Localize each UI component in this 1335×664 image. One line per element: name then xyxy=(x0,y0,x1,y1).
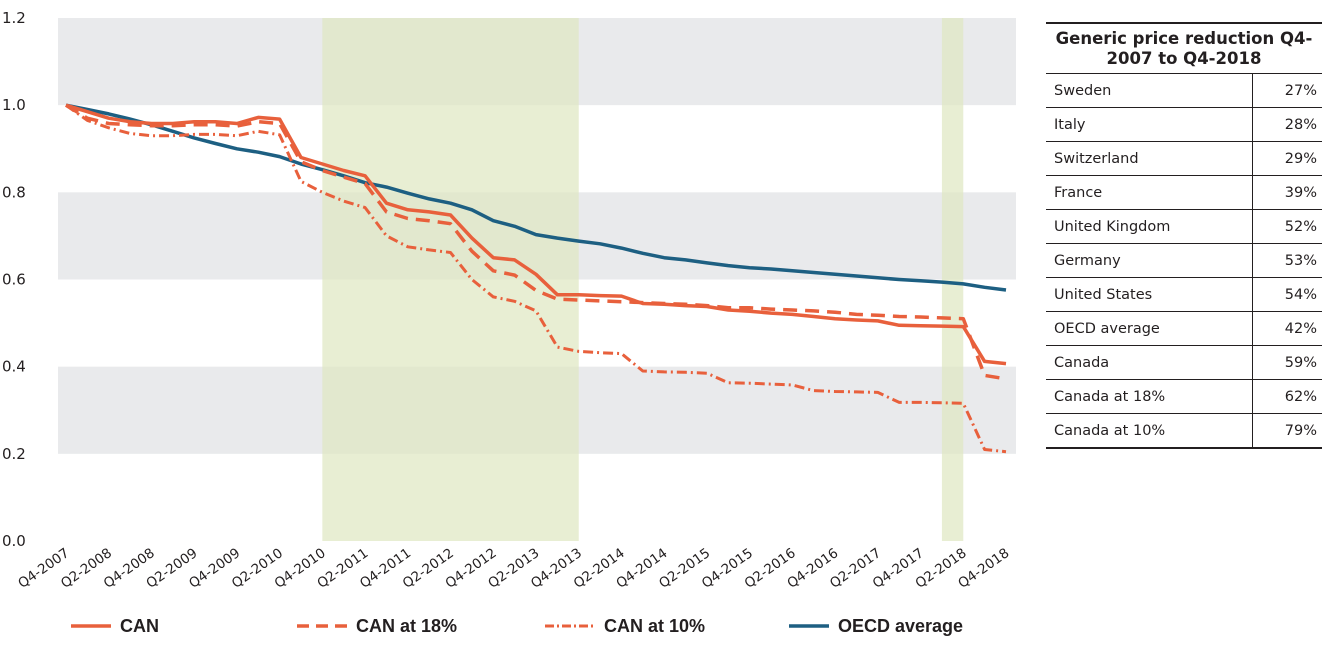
table-cell-country: Germany xyxy=(1046,243,1253,278)
table-header: Generic price reduction Q4-2007 to Q4-20… xyxy=(1046,22,1322,74)
table-cell-country: United States xyxy=(1046,277,1253,312)
table-row: Italy 28% xyxy=(1046,107,1322,142)
table-row: Canada 59% xyxy=(1046,345,1322,380)
y-tick-label: 1.2 xyxy=(2,9,26,27)
series-line-oecd-average xyxy=(65,103,1007,292)
legend-swatch-can xyxy=(71,624,111,628)
legend-item-can-10: CAN at 10% xyxy=(545,608,705,644)
y-tick-label: 0.4 xyxy=(2,358,26,376)
shaded-period-0 xyxy=(322,18,579,541)
table-body: Sweden 27% Italy 28% Switzerland 29% France 39%… xyxy=(1046,73,1322,449)
y-tick-label: 0.6 xyxy=(2,271,26,289)
table-cell-value: 27% xyxy=(1252,73,1322,108)
legend-label-oecd: OECD average xyxy=(838,615,964,636)
legend-item-can: CAN xyxy=(71,608,159,644)
legend-swatch-can-18 xyxy=(297,624,347,628)
y-tick-label: 0.2 xyxy=(2,445,26,463)
series-line-can xyxy=(65,103,1007,366)
legend-label-can-18: CAN at 18% xyxy=(356,615,458,636)
table-row: Switzerland 29% xyxy=(1046,141,1322,176)
legend-item-oecd: OECD average xyxy=(789,608,963,644)
legend-swatch-can-10 xyxy=(545,624,595,628)
table-cell-value: 54% xyxy=(1252,277,1322,312)
shaded-periods xyxy=(322,18,964,541)
table-cell-value: 29% xyxy=(1252,141,1322,176)
table-cell-value: 28% xyxy=(1252,107,1322,142)
legend-label-can-10: CAN at 10% xyxy=(604,615,706,636)
table-row: Canada at 18% 62% xyxy=(1046,379,1322,414)
table-row: OECD average 42% xyxy=(1046,311,1322,346)
legend-item-can-18: CAN at 18% xyxy=(297,608,457,644)
table-cell-value: 79% xyxy=(1252,413,1322,449)
table-row: Germany 53% xyxy=(1046,243,1322,278)
table-cell-country: United Kingdom xyxy=(1046,209,1253,244)
y-tick-label: 0.0 xyxy=(2,532,26,550)
line-chart: 0.0 0.2 0.4 0.6 0.8 1.0 1.2 Q4-2007Q2-2008Q4-2… xyxy=(2,9,1016,592)
y-tick-label: 1.0 xyxy=(2,96,26,114)
table-row: United Kingdom 52% xyxy=(1046,209,1322,244)
table-cell-value: 59% xyxy=(1252,345,1322,380)
series-line-can-at-18- xyxy=(65,103,1007,381)
table-cell-value: 39% xyxy=(1252,175,1322,210)
legend-swatch-oecd xyxy=(789,624,829,628)
table-cell-value: 42% xyxy=(1252,311,1322,346)
table-cell-country: Canada at 10% xyxy=(1046,413,1253,449)
table-cell-country: Canada xyxy=(1046,345,1253,380)
table-cell-value: 53% xyxy=(1252,243,1322,278)
table-cell-country: OECD average xyxy=(1046,311,1253,346)
table-row: Sweden 27% xyxy=(1046,73,1322,108)
table-cell-country: Canada at 18% xyxy=(1046,379,1253,414)
table-cell-country: Sweden xyxy=(1046,73,1253,108)
series-line-can-at-10- xyxy=(65,103,1007,454)
table-row: United States 54% xyxy=(1046,277,1322,312)
table-cell-value: 62% xyxy=(1252,379,1322,414)
table-cell-country: France xyxy=(1046,175,1253,210)
y-axis: 0.0 0.2 0.4 0.6 0.8 1.0 1.2 xyxy=(2,9,26,550)
table-row: Canada at 10% 79% xyxy=(1046,413,1322,449)
table-cell-value: 52% xyxy=(1252,209,1322,244)
table-cell-country: Switzerland xyxy=(1046,141,1253,176)
table-cell-country: Italy xyxy=(1046,107,1253,142)
shaded-period-1 xyxy=(941,18,964,541)
price-reduction-table: Generic price reduction Q4-2007 to Q4-20… xyxy=(1046,22,1322,449)
series-lines xyxy=(65,103,1007,454)
legend-label-can: CAN xyxy=(120,615,159,636)
legend: CAN CAN at 18% CAN at 10% OECD average xyxy=(0,608,1030,644)
table-row: France 39% xyxy=(1046,175,1322,210)
x-axis: Q4-2007Q2-2008Q4-2008Q2-2009Q4-2009Q2-20… xyxy=(15,545,1012,592)
y-tick-label: 0.8 xyxy=(2,183,26,201)
